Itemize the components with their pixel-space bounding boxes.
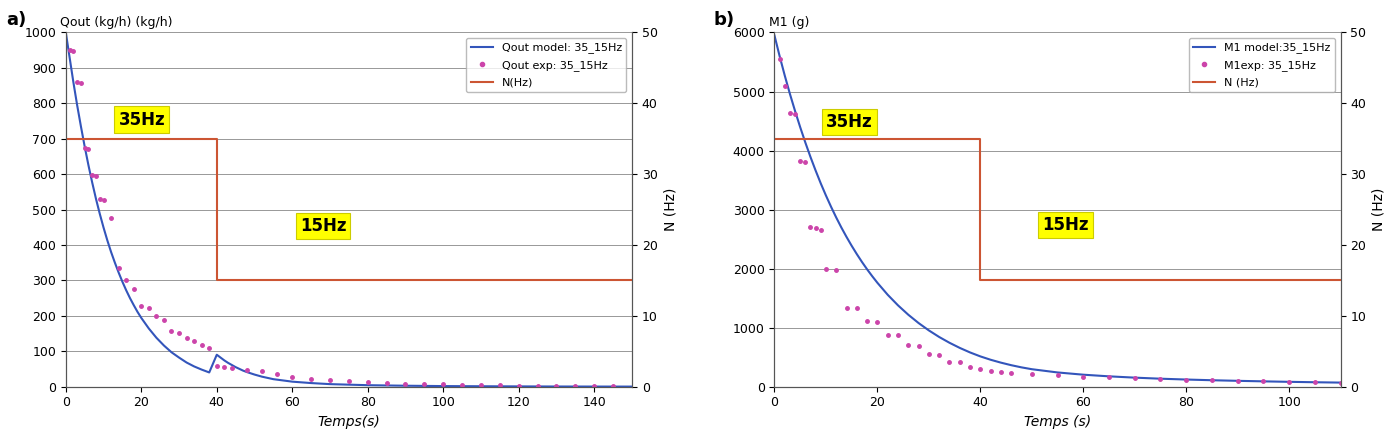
X-axis label: Temps (s): Temps (s) — [1024, 415, 1091, 429]
Text: 35Hz: 35Hz — [119, 110, 165, 128]
Text: M1 (g): M1 (g) — [768, 16, 809, 29]
X-axis label: Temps(s): Temps(s) — [317, 415, 380, 429]
Text: b): b) — [714, 11, 735, 29]
Legend: Qout model: 35_15Hz, Qout exp: 35_15Hz, N(Hz): Qout model: 35_15Hz, Qout exp: 35_15Hz, … — [467, 38, 626, 92]
Y-axis label: N (Hz): N (Hz) — [664, 188, 678, 231]
Text: Qout (kg/h) (kg/h): Qout (kg/h) (kg/h) — [60, 16, 173, 29]
Text: a): a) — [6, 11, 27, 29]
Y-axis label: N (Hz): N (Hz) — [1372, 188, 1386, 231]
Text: 15Hz: 15Hz — [300, 217, 346, 235]
Text: 35Hz: 35Hz — [826, 113, 873, 131]
Text: 15Hz: 15Hz — [1042, 216, 1088, 234]
Legend: M1 model:35_15Hz, M1exp: 35_15Hz, N (Hz): M1 model:35_15Hz, M1exp: 35_15Hz, N (Hz) — [1189, 38, 1336, 92]
